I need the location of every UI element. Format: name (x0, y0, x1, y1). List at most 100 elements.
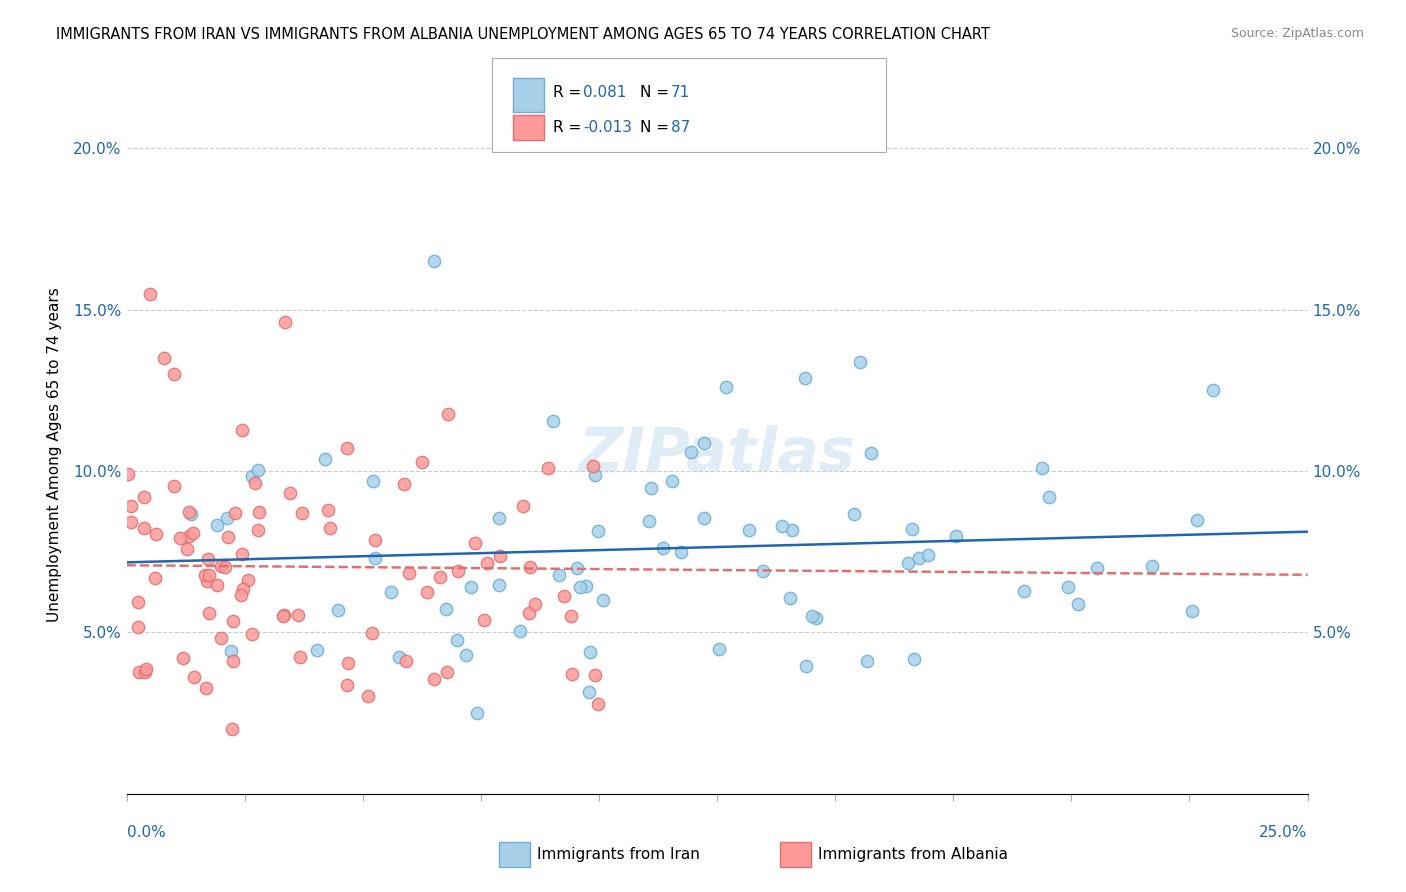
Point (287, 608, 309, 623)
Point (219, 644, 242, 658)
Point (361, 625, 384, 640)
Point (548, 567, 571, 582)
Point (422, 254, 444, 268)
Point (1085, 561, 1108, 575)
Point (217, 530, 239, 544)
Point (436, 665, 458, 679)
Point (335, 442, 357, 456)
Point (488, 577, 510, 591)
Point (247, 505, 270, 519)
Point (586, 698, 609, 712)
Point (752, 564, 775, 578)
Point (394, 476, 416, 491)
Point (127, 595, 149, 609)
Point (1181, 604, 1204, 618)
Text: 0.0%: 0.0% (127, 825, 166, 840)
Point (380, 585, 402, 599)
Point (1056, 580, 1078, 594)
Point (488, 510, 510, 524)
Point (801, 609, 824, 624)
Point (693, 510, 716, 524)
Point (429, 570, 451, 584)
Point (318, 503, 340, 517)
Point (460, 580, 482, 594)
Point (416, 585, 439, 599)
Point (194, 567, 217, 582)
Point (238, 573, 260, 587)
Point (209, 631, 232, 645)
Point (361, 474, 384, 488)
Point (273, 315, 295, 329)
Point (163, 479, 186, 493)
Point (180, 508, 202, 522)
Point (578, 685, 600, 699)
Point (198, 568, 221, 582)
Point (782, 523, 804, 537)
Point (693, 435, 716, 450)
Point (436, 407, 458, 421)
Point (135, 662, 157, 676)
Point (900, 523, 922, 537)
Point (153, 351, 176, 365)
Point (472, 613, 495, 627)
Point (336, 678, 359, 692)
Point (1202, 384, 1225, 398)
Point (537, 461, 560, 475)
Point (859, 446, 882, 460)
Point (1187, 513, 1209, 527)
Point (246, 524, 269, 538)
Point (388, 649, 411, 664)
Point (583, 667, 606, 681)
Point (945, 529, 967, 543)
Point (143, 571, 166, 585)
Point (679, 445, 702, 459)
Point (661, 474, 683, 488)
Point (163, 368, 186, 382)
Point (337, 656, 360, 670)
Point (586, 524, 609, 539)
Point (117, 467, 139, 481)
Text: R =: R = (553, 120, 586, 135)
Point (273, 607, 295, 622)
Point (638, 514, 661, 528)
Point (737, 524, 759, 538)
Point (314, 451, 336, 466)
Point (134, 665, 156, 680)
Point (271, 608, 294, 623)
Point (856, 654, 879, 668)
Point (652, 541, 675, 555)
Point (553, 589, 575, 603)
Point (475, 556, 498, 570)
Point (224, 506, 246, 520)
Point (454, 648, 477, 662)
Point (280, 486, 302, 500)
Point (363, 533, 385, 547)
Point (561, 666, 583, 681)
Point (519, 559, 541, 574)
Point (541, 414, 564, 428)
Point (848, 355, 870, 369)
Text: 71: 71 (671, 86, 690, 100)
Point (423, 672, 446, 686)
Point (205, 517, 228, 532)
Point (291, 507, 314, 521)
Point (240, 627, 263, 641)
Point (145, 527, 167, 541)
Point (139, 286, 162, 301)
Text: ZIPatlas: ZIPatlas (578, 425, 856, 484)
Point (231, 547, 253, 561)
Y-axis label: Unemployment Among Ages 65 to 74 years: Unemployment Among Ages 65 to 74 years (48, 287, 62, 623)
Point (907, 551, 929, 566)
Point (524, 597, 547, 611)
Point (246, 463, 269, 477)
Point (517, 607, 540, 621)
Point (568, 580, 591, 594)
Text: Source: ZipAtlas.com: Source: ZipAtlas.com (1230, 27, 1364, 40)
Point (779, 591, 801, 605)
Point (578, 645, 600, 659)
Point (221, 723, 243, 737)
Point (917, 549, 939, 563)
Point (592, 593, 614, 607)
Point (897, 556, 920, 570)
Point (794, 659, 817, 673)
